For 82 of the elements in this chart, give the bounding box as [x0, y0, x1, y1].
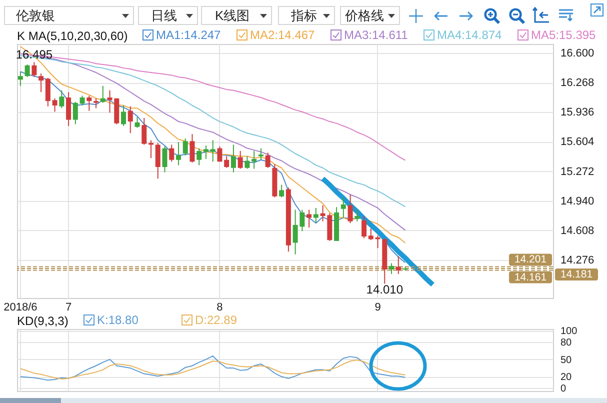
candlestick — [59, 90, 64, 109]
y-tick-label: 14.276 — [560, 254, 594, 267]
candlestick — [100, 85, 106, 104]
ref-line-label: 14.181 — [560, 268, 593, 280]
annotation: 14.010 — [366, 282, 404, 297]
candlestick — [238, 150, 243, 170]
legend-label: MA3:14.611 — [344, 28, 408, 42]
candlestick — [45, 77, 50, 107]
y-tick-label: 15.272 — [560, 166, 594, 178]
candlestick — [176, 142, 181, 166]
y-tick-label: 0 — [560, 384, 566, 395]
legend-label: MA4:14.874 — [437, 28, 502, 42]
candlestick — [24, 64, 30, 78]
y-tick-label: 14.940 — [560, 195, 594, 208]
dropdown: 价格线 — [340, 6, 400, 25]
candlestick — [348, 194, 353, 224]
annotation: 16.495 — [16, 47, 53, 62]
candlestick — [258, 148, 264, 160]
candlestick — [279, 184, 284, 198]
line-series — [20, 360, 406, 380]
candlestick — [389, 262, 394, 274]
candlestick — [32, 62, 37, 78]
candlestick — [121, 104, 126, 126]
line-series — [20, 355, 406, 381]
y-tick-label: 50 — [560, 354, 572, 366]
candlestick — [142, 117, 147, 146]
candlestick — [66, 92, 72, 126]
x-tick-label: 9 — [374, 302, 381, 314]
legend-label: MA2:14.467 — [250, 28, 316, 42]
y-tick-label: 16.600 — [560, 47, 594, 60]
dropdown: 伦敦银 — [4, 6, 134, 25]
dropdown: 日线 — [138, 6, 198, 25]
candlestick — [306, 209, 312, 228]
x-tick-label: 7 — [65, 302, 72, 314]
candlestick — [203, 145, 208, 160]
candlestick — [38, 72, 44, 93]
candlestick — [244, 156, 250, 170]
candlestick — [230, 144, 236, 173]
legend-title: K MA(5,10,20,30,60) — [17, 29, 128, 43]
candlestick — [94, 98, 99, 109]
candlestick — [86, 95, 92, 112]
ref-line-label: 14.161 — [514, 271, 547, 284]
legend-label: MA5:15.395 — [531, 28, 596, 42]
candlestick — [210, 140, 216, 162]
legend-label: K:18.80 — [97, 313, 139, 327]
candlestick — [155, 142, 160, 180]
candlestick — [340, 196, 346, 218]
candlestick — [182, 138, 188, 156]
dropdown: K线图 — [201, 6, 272, 25]
ref-line-label: 14.201 — [514, 254, 547, 266]
candlestick — [128, 106, 133, 134]
y-tick-label: 80 — [560, 338, 572, 349]
y-tick-label: 14.608 — [560, 224, 594, 237]
candlestick — [368, 228, 374, 241]
legend-label: D:22.89 — [195, 313, 238, 327]
candlestick — [80, 95, 85, 106]
dropdown: 指标 — [278, 6, 335, 25]
candlestick — [217, 146, 222, 162]
candlestick — [196, 148, 202, 166]
candlestick — [252, 150, 257, 170]
candlestick — [162, 146, 168, 173]
candlestick — [134, 116, 140, 128]
x-tick-label: 8 — [216, 302, 223, 314]
candlestick — [224, 156, 230, 168]
legend-label: MA1:14.247 — [156, 28, 222, 42]
y-tick-label: 16.268 — [560, 77, 594, 89]
candlestick — [169, 144, 174, 162]
candlestick — [18, 71, 23, 86]
y-tick-label: 20 — [560, 372, 572, 384]
legend-title: KD(9,3,3) — [17, 314, 68, 328]
y-tick-label: 15.936 — [560, 106, 594, 119]
x-tick-label: 2018/6 — [4, 302, 38, 314]
candlestick — [396, 256, 401, 274]
candlestick — [52, 98, 58, 112]
candlestick — [72, 101, 78, 125]
candlestick — [313, 207, 318, 224]
candlestick — [190, 134, 195, 164]
candlestick — [362, 216, 367, 239]
y-tick-label: 100 — [560, 326, 578, 338]
y-tick-label: 15.604 — [560, 136, 594, 148]
candlestick — [265, 152, 270, 168]
candlestick — [354, 209, 360, 222]
